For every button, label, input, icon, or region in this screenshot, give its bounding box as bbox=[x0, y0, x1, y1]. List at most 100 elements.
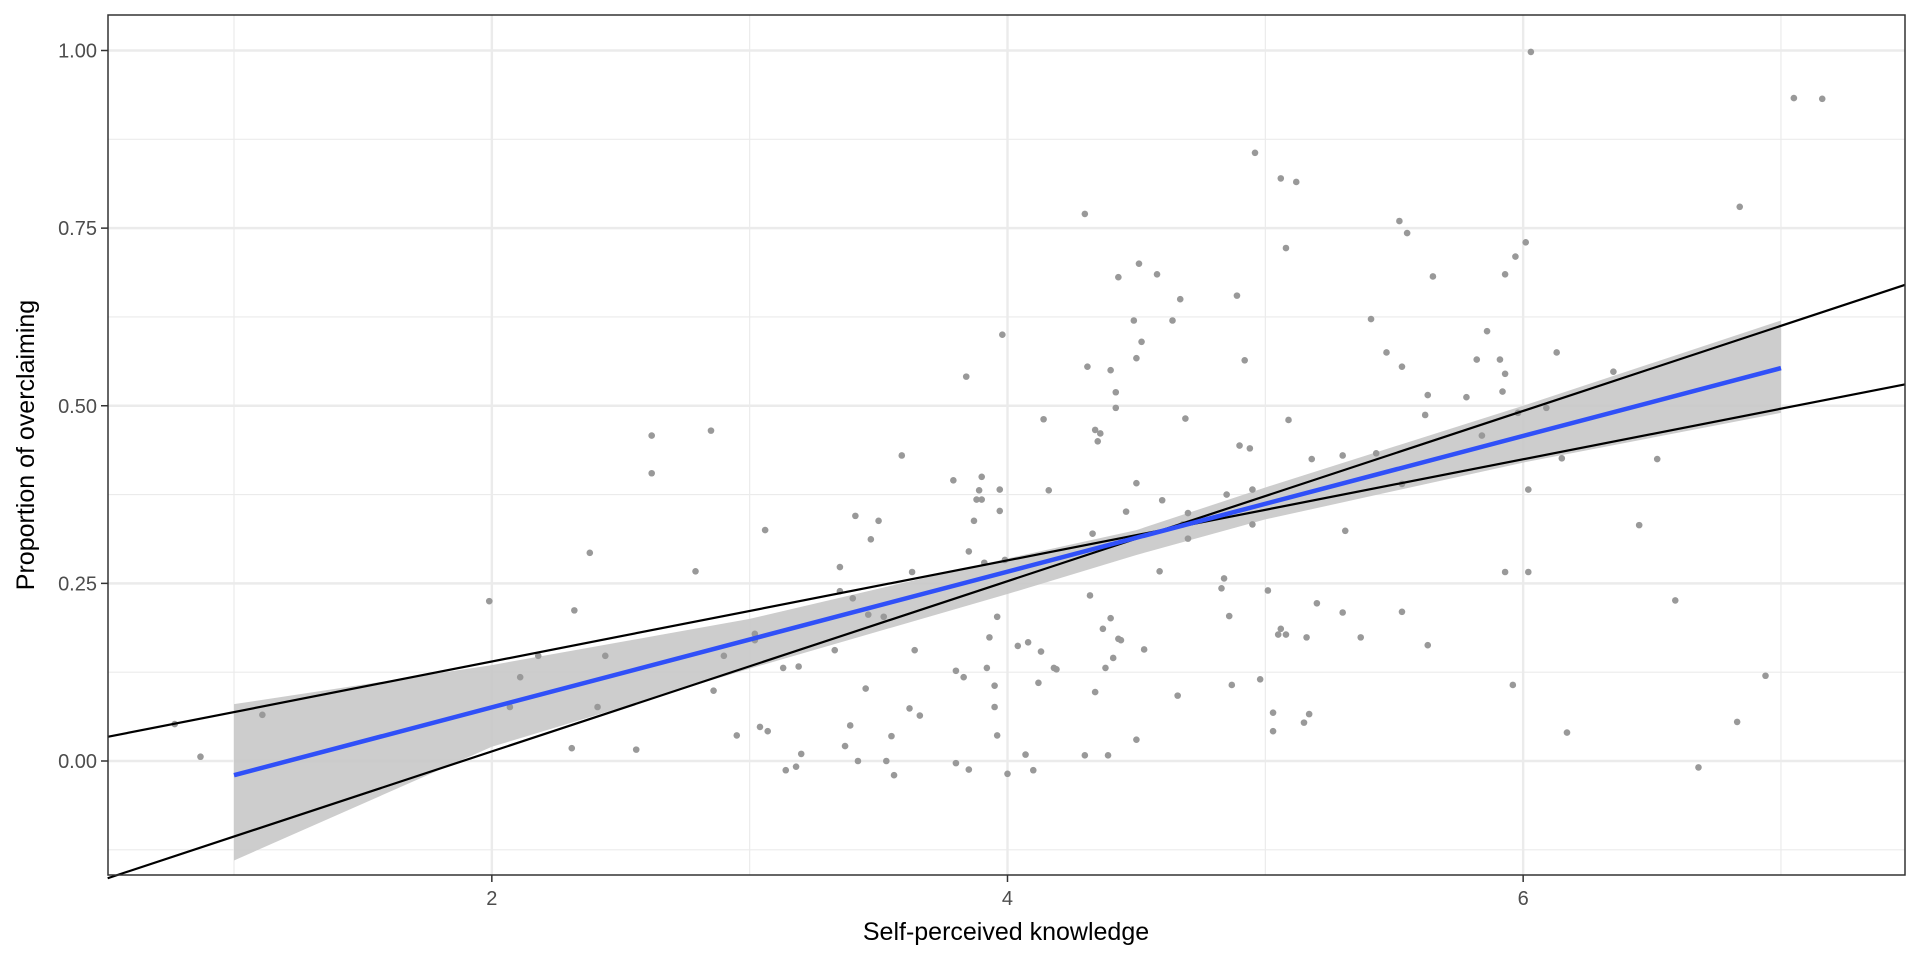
data-point bbox=[1558, 455, 1566, 462]
data-point bbox=[1251, 149, 1259, 157]
data-point bbox=[1133, 736, 1140, 743]
data-point bbox=[1478, 432, 1486, 439]
data-point bbox=[1035, 679, 1042, 687]
y-tick-label: 0.75 bbox=[58, 218, 97, 240]
data-point bbox=[1525, 486, 1532, 493]
data-point bbox=[1372, 450, 1380, 457]
data-point bbox=[1695, 764, 1702, 771]
data-point bbox=[993, 613, 1001, 621]
data-point bbox=[888, 732, 895, 740]
data-point bbox=[1292, 178, 1300, 186]
data-point bbox=[978, 496, 986, 503]
data-point bbox=[1220, 575, 1228, 582]
data-point bbox=[1184, 509, 1192, 517]
data-point bbox=[1653, 455, 1661, 463]
reference-line-a bbox=[107, 283, 1906, 880]
data-point bbox=[1429, 273, 1437, 280]
data-point bbox=[764, 727, 772, 735]
y-tick-label: 0.00 bbox=[58, 751, 97, 773]
data-point bbox=[960, 673, 967, 681]
data-point bbox=[991, 682, 998, 689]
data-point bbox=[883, 757, 890, 765]
data-point bbox=[1525, 568, 1532, 576]
data-point bbox=[197, 753, 204, 761]
data-point bbox=[1228, 681, 1236, 689]
data-point bbox=[795, 663, 802, 670]
data-point bbox=[1285, 416, 1292, 424]
data-point bbox=[1133, 354, 1140, 362]
data-point bbox=[1138, 338, 1145, 346]
data-point bbox=[568, 744, 576, 752]
data-point bbox=[862, 685, 869, 692]
regression-line bbox=[233, 365, 1782, 778]
data-point bbox=[1501, 271, 1509, 278]
data-point bbox=[1107, 366, 1114, 374]
data-point bbox=[916, 712, 924, 719]
data-point bbox=[875, 517, 882, 525]
data-point bbox=[1522, 239, 1530, 246]
data-point bbox=[1403, 229, 1411, 237]
data-point bbox=[720, 652, 728, 660]
data-point bbox=[571, 607, 578, 614]
data-point bbox=[710, 687, 717, 694]
data-point bbox=[1029, 766, 1037, 774]
data-point bbox=[1269, 727, 1277, 735]
data-point bbox=[993, 732, 1001, 739]
data-point bbox=[890, 771, 898, 779]
data-point bbox=[1184, 535, 1192, 542]
data-point bbox=[1236, 442, 1243, 449]
data-point bbox=[692, 567, 699, 575]
data-point bbox=[259, 711, 266, 719]
data-point bbox=[1282, 631, 1290, 638]
data-point bbox=[846, 722, 854, 729]
data-point bbox=[792, 763, 800, 770]
data-point bbox=[1233, 292, 1241, 299]
data-point bbox=[586, 549, 594, 557]
data-point bbox=[1053, 666, 1060, 673]
data-point bbox=[1135, 260, 1143, 267]
data-point bbox=[991, 703, 998, 711]
data-point bbox=[1509, 681, 1517, 689]
data-point bbox=[516, 673, 524, 681]
data-point bbox=[1176, 295, 1184, 303]
data-point bbox=[1736, 203, 1744, 211]
data-point bbox=[1040, 415, 1047, 423]
plot-panel bbox=[107, 14, 1906, 880]
data-point bbox=[880, 613, 888, 621]
data-point bbox=[970, 517, 978, 525]
data-point bbox=[1396, 217, 1403, 225]
data-point bbox=[1091, 688, 1099, 696]
data-point bbox=[1091, 426, 1099, 434]
data-point bbox=[975, 486, 983, 494]
data-point bbox=[1249, 521, 1256, 528]
data-point bbox=[1274, 631, 1282, 638]
data-point bbox=[1339, 452, 1346, 459]
data-point bbox=[1635, 521, 1643, 529]
data-point bbox=[1109, 654, 1117, 662]
y-axis-title: Proportion of overclaiming bbox=[12, 300, 40, 590]
data-point bbox=[1269, 709, 1277, 716]
data-point bbox=[1398, 363, 1406, 370]
data-point bbox=[1104, 752, 1112, 759]
data-point bbox=[973, 496, 980, 503]
data-point bbox=[952, 667, 960, 675]
data-point bbox=[1225, 612, 1233, 620]
data-point bbox=[1308, 455, 1316, 463]
data-point bbox=[978, 473, 986, 481]
data-point bbox=[849, 594, 857, 602]
confidence-band bbox=[234, 320, 1781, 861]
data-point bbox=[1282, 244, 1290, 252]
data-point bbox=[911, 646, 918, 654]
data-point bbox=[1527, 48, 1535, 56]
data-point bbox=[1341, 527, 1349, 535]
data-point bbox=[962, 373, 970, 380]
data-point bbox=[854, 757, 862, 765]
data-point bbox=[1117, 636, 1125, 644]
data-point bbox=[1097, 430, 1104, 437]
data-point bbox=[1045, 486, 1053, 494]
data-point bbox=[733, 732, 741, 739]
data-point bbox=[1424, 641, 1432, 649]
data-point bbox=[1313, 599, 1321, 607]
data-point bbox=[999, 331, 1006, 339]
data-point bbox=[1339, 609, 1346, 616]
